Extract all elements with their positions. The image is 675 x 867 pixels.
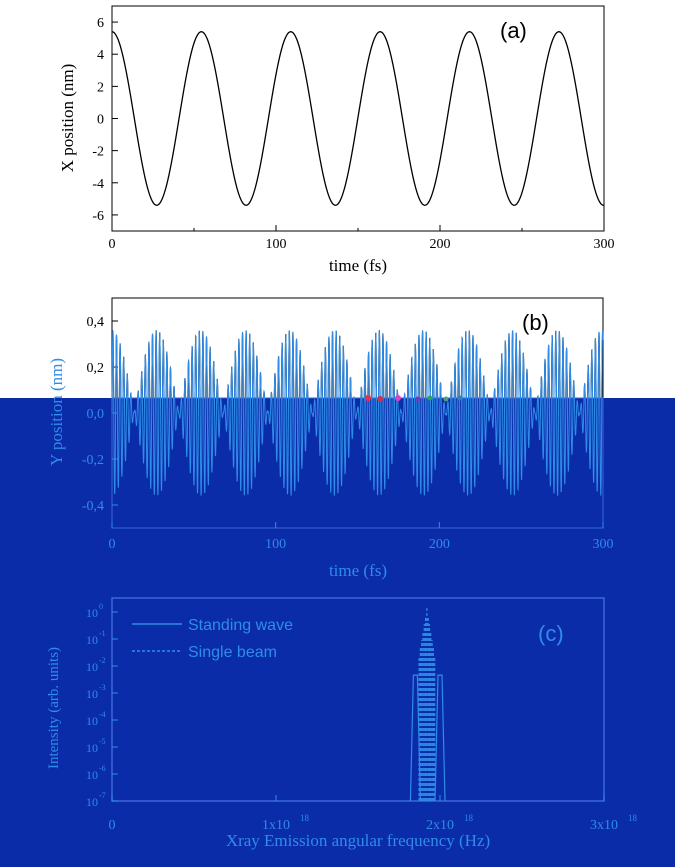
panel-a-ylabel: X position (nm) [58,64,77,173]
panel-b-frame-overlay [111,397,604,529]
panel-c-y-tick-exponent: -6 [99,764,106,773]
panel-b-x-tick-label: 300 [593,537,614,552]
panel-a-y-tick-label: 2 [97,80,104,95]
panel-a-label: (a) [500,18,527,43]
panel-c-x-tick-label: 1x10 [262,818,290,833]
panel-a-x-tick-label: 300 [594,237,615,252]
panel-a-x-tick-label: 100 [266,237,287,252]
panel-a-axes: 0 100 200 300 -6 -4 -2 0 2 4 6 [92,16,614,252]
panel-b-x-tick-label: 0 [109,537,116,552]
panel-a-y-tick-label: 0 [97,113,104,128]
panel-b-label: (b) [522,310,549,335]
panel-c-y-tick-label: 10 [86,606,98,620]
panel-c-x-tick-exponent: 18 [464,813,474,823]
panel-b-ylabel: Y position (nm) [47,358,66,466]
panel-b-xlabel: time (fs) [329,561,387,580]
panel-c-y-tick-exponent: -5 [99,737,106,746]
panel-c-x-tick-exponent: 18 [300,813,310,823]
panel-a-y-tick-label: 6 [97,16,104,31]
panel-a-y-tick-label: -2 [92,145,104,160]
panel-b-series-line-overlay [111,330,604,496]
panel-b-x-tick-label: 100 [265,537,286,552]
panel-c-x-tick-label: 3x10 [590,818,618,833]
panel-c-y-tick-label: 10 [86,714,98,728]
legend-label-standing-wave: Standing wave [188,617,293,634]
panel-c-y-tick-exponent: -3 [99,683,106,692]
panel-b-overlay: 0,0 -0,2 -0,4 0 100 200 300 time (fs) Y positi… [47,330,614,580]
panel-c-y-tick-label: 10 [86,687,98,701]
panel-c-series-single-beam [418,608,436,801]
panel-c-ylabel: Intensity (arb. units) [46,647,62,769]
panel-b-x-tick-label: 200 [429,537,450,552]
panel-b-y-tick-label: 0,0 [87,407,105,422]
panel-c-x-tick-exponent: 18 [628,813,638,823]
panel-a-y-tick-label: -6 [92,209,104,224]
panel-c-y-tick-exponent: -4 [99,710,106,719]
panel-b-axes-overlay: 0,0 -0,2 -0,4 0 100 200 300 [82,407,614,552]
panel-c-y-tick-label: 10 [86,660,98,674]
panel-b-y-tick-label: -0,4 [82,499,104,514]
panel-c-x-tick-label: 2x10 [426,818,454,833]
panel-b-colored-markers [365,395,463,402]
panel-a-xlabel: time (fs) [329,256,387,275]
panel-a: 0 100 200 300 -6 -4 -2 0 2 4 6 (a) time (fs) X pos… [58,5,615,275]
panel-c-frame [111,597,605,802]
panel-c-legend: Standing wave Single beam [132,617,293,661]
panel-b-y-tick-label: 0,4 [87,315,105,330]
panel-c-y-tick-exponent: -2 [99,656,106,665]
panel-a-y-tick-label: -4 [92,177,104,192]
panel-a-y-tick-label: 4 [97,48,104,63]
panel-b-y-tick-label: 0,2 [87,361,105,376]
panel-c-xlabel: Xray Emission angular frequency (Hz) [226,831,490,850]
panel-c-label: (c) [538,621,564,646]
legend-label-single-beam: Single beam [188,644,277,661]
panel-a-series-line [111,31,604,206]
panel-c-y-tick-label: 10 [86,768,98,782]
panel-a-x-tick-label: 200 [430,237,451,252]
panel-c-y-tick-exponent: 0 [99,602,103,611]
panel-c-y-tick-exponent: -1 [99,629,106,638]
panel-c-y-tick-label: 10 [86,795,98,809]
panel-a-x-tick-label: 0 [109,237,116,252]
panel-c-y-tick-label: 10 [86,741,98,755]
panel-b-y-tick-label: -0,2 [82,453,104,468]
panel-c-x-tick-label: 0 [109,818,116,833]
panel-b-axes: 0,4 0,2 [87,315,118,376]
panel-c-y-tick-label: 10 [86,633,98,647]
panel-c-y-tick-exponent: -7 [99,791,106,800]
